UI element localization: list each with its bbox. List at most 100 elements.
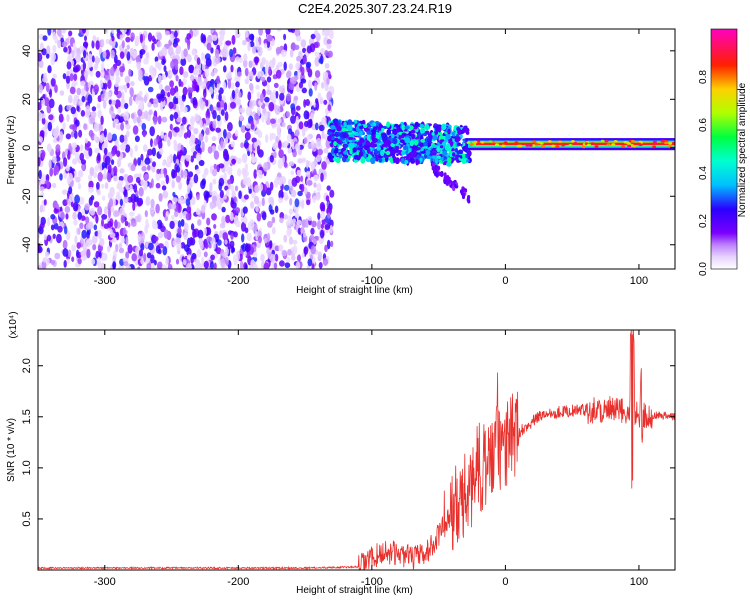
noise-speckle bbox=[115, 68, 120, 77]
transition-speckle bbox=[412, 146, 418, 152]
noise-speckle bbox=[270, 199, 275, 207]
noise-speckle bbox=[52, 137, 58, 144]
noise-speckle bbox=[279, 260, 285, 267]
noise-speckle bbox=[283, 234, 288, 243]
noise-speckle bbox=[66, 61, 72, 70]
noise-speckle bbox=[82, 242, 87, 251]
noise-speckle bbox=[276, 29, 282, 32]
noise-speckle bbox=[201, 51, 205, 61]
noise-speckle bbox=[234, 185, 239, 192]
noise-speckle bbox=[88, 116, 95, 125]
noise-speckle bbox=[279, 217, 284, 224]
noise-speckle bbox=[122, 227, 127, 236]
noise-speckle bbox=[261, 76, 266, 82]
noise-speckle bbox=[186, 263, 192, 269]
noise-speckle bbox=[191, 49, 196, 56]
noise-speckle bbox=[205, 127, 210, 135]
top-y-tick-label: 40 bbox=[21, 45, 33, 57]
noise-speckle bbox=[128, 96, 133, 107]
noise-speckle bbox=[224, 256, 229, 267]
noise-speckle bbox=[274, 253, 279, 262]
noise-speckle bbox=[222, 251, 228, 258]
noise-speckle bbox=[185, 198, 191, 207]
noise-speckle bbox=[181, 94, 186, 102]
noise-speckle bbox=[203, 190, 209, 199]
noise-speckle bbox=[136, 61, 141, 69]
noise-speckle bbox=[171, 179, 175, 189]
noise-speckle bbox=[69, 124, 75, 130]
noise-speckle bbox=[120, 214, 125, 224]
noise-speckle bbox=[183, 232, 188, 241]
noise-speckle bbox=[289, 48, 294, 58]
noise-speckle bbox=[296, 169, 301, 177]
transition-speckle bbox=[408, 130, 412, 137]
noise-speckle bbox=[235, 56, 240, 63]
noise-speckle bbox=[89, 70, 94, 77]
noise-speckle bbox=[212, 120, 217, 129]
transition-speckle bbox=[382, 147, 387, 151]
noise-speckle bbox=[132, 201, 136, 211]
noise-speckle bbox=[134, 215, 141, 223]
noise-speckle bbox=[87, 53, 93, 62]
noise-speckle bbox=[68, 186, 73, 195]
tail-speckle bbox=[443, 179, 447, 185]
noise-speckle bbox=[107, 164, 112, 174]
noise-speckle bbox=[221, 215, 226, 225]
noise-speckle bbox=[291, 218, 296, 224]
transition-speckle bbox=[360, 120, 365, 125]
tail-speckle bbox=[432, 162, 436, 167]
top-plot-frame bbox=[37, 28, 676, 270]
noise-speckle bbox=[96, 190, 101, 196]
noise-speckle bbox=[245, 106, 252, 117]
noise-speckle bbox=[326, 185, 331, 191]
noise-speckle bbox=[213, 262, 217, 269]
noise-speckle bbox=[136, 116, 141, 124]
noise-speckle bbox=[198, 133, 204, 142]
transition-speckle bbox=[332, 156, 339, 162]
noise-speckle bbox=[147, 242, 154, 251]
noise-speckle bbox=[168, 202, 173, 210]
noise-speckle bbox=[165, 256, 169, 266]
noise-speckle bbox=[124, 102, 129, 110]
transition-speckle bbox=[341, 127, 348, 132]
noise-speckle bbox=[323, 99, 328, 105]
noise-speckle bbox=[248, 60, 253, 68]
noise-speckle bbox=[176, 241, 182, 251]
noise-speckle bbox=[49, 167, 54, 177]
noise-speckle bbox=[290, 170, 295, 176]
noise-speckle bbox=[313, 174, 319, 182]
transition-speckle bbox=[385, 150, 391, 156]
noise-speckle bbox=[135, 246, 141, 255]
noise-speckle bbox=[84, 143, 90, 152]
band-speckle bbox=[488, 140, 493, 143]
noise-speckle bbox=[125, 265, 132, 269]
noise-speckle bbox=[121, 91, 125, 101]
noise-speckle bbox=[177, 142, 181, 152]
noise-speckle bbox=[278, 140, 282, 150]
noise-speckle bbox=[318, 124, 325, 132]
bottom-y-tick-label: 2.0 bbox=[21, 358, 33, 373]
noise-speckle bbox=[83, 49, 87, 59]
noise-speckle bbox=[117, 158, 121, 168]
noise-speckle bbox=[77, 182, 82, 190]
noise-speckle bbox=[129, 147, 134, 158]
noise-speckle bbox=[188, 64, 195, 74]
noise-speckle bbox=[88, 174, 93, 182]
noise-speckle bbox=[143, 94, 147, 104]
noise-speckle bbox=[121, 29, 127, 34]
noise-speckle bbox=[76, 242, 81, 249]
noise-speckle bbox=[160, 131, 164, 139]
noise-speckle bbox=[147, 32, 153, 42]
noise-speckle bbox=[226, 131, 232, 140]
noise-speckle bbox=[290, 76, 297, 85]
noise-speckle bbox=[265, 187, 272, 196]
noise-speckle bbox=[175, 63, 179, 71]
noise-speckle bbox=[118, 247, 125, 254]
noise-speckle bbox=[163, 65, 167, 72]
bottom-x-tick-label: -200 bbox=[227, 576, 249, 588]
transition-speckle bbox=[444, 144, 451, 151]
noise-speckle bbox=[143, 252, 147, 262]
transition-speckle bbox=[431, 152, 437, 156]
noise-speckle bbox=[168, 46, 174, 56]
noise-speckle bbox=[103, 82, 108, 90]
